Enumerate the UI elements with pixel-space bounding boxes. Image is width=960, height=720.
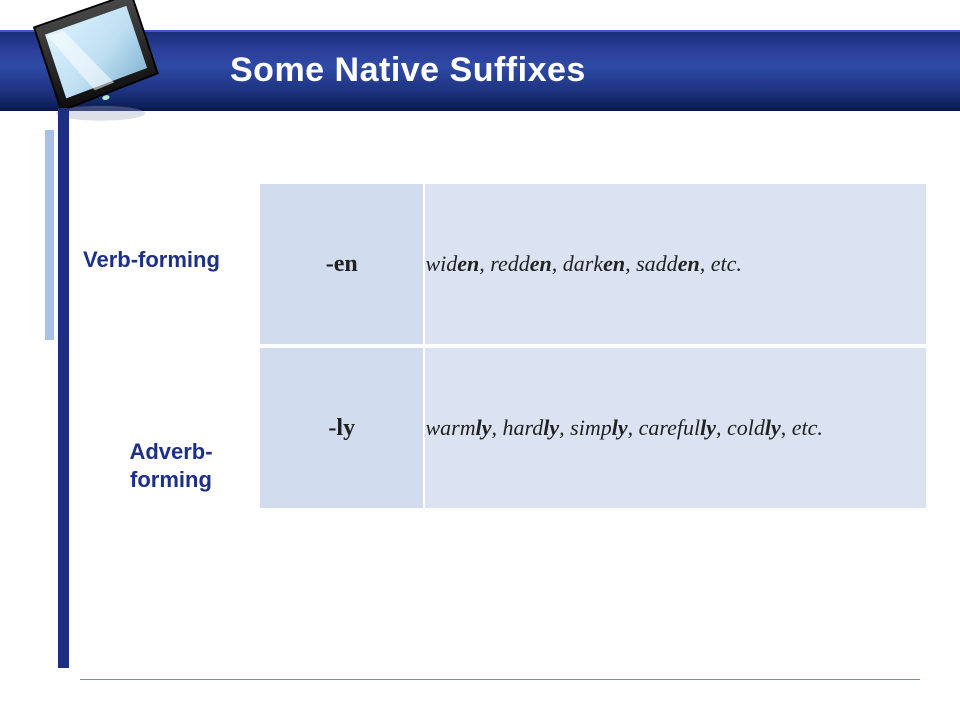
accent-bar-dark xyxy=(58,108,69,668)
table-row: -en widen, redden, darken, sadden, etc. xyxy=(260,184,926,344)
accent-bar-light xyxy=(45,130,54,340)
suffix-cell-ly: -ly xyxy=(260,348,423,508)
page-title: Some Native Suffixes xyxy=(230,51,586,90)
slide-root: Some Native Suffixes xyxy=(0,0,960,720)
row-label-adverb-forming: Adverb-forming xyxy=(96,438,246,493)
monitor-icon xyxy=(12,0,167,130)
examples-cell-ly: warmly, hardly, simply, carefully, coldl… xyxy=(425,348,926,508)
suffix-cell-en: -en xyxy=(260,184,423,344)
footer-line xyxy=(80,679,920,680)
suffix-table: -en widen, redden, darken, sadden, etc. … xyxy=(258,180,928,512)
table-row: -ly warmly, hardly, simply, carefully, c… xyxy=(260,348,926,508)
examples-cell-en: widen, redden, darken, sadden, etc. xyxy=(425,184,926,344)
row-label-verb-forming: Verb-forming xyxy=(83,246,220,274)
